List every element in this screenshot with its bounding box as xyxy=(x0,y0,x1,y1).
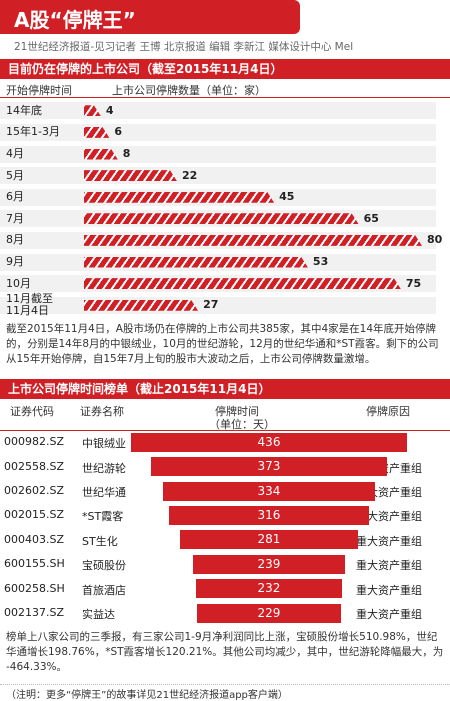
col-name-header: 证券名称 xyxy=(80,405,124,418)
cell-reason: 重大资产重组 xyxy=(356,559,422,573)
title-banner: A股“停牌王” xyxy=(0,0,300,34)
bar xyxy=(84,257,308,268)
cell-name: 中银绒业 xyxy=(82,437,126,451)
funnel-value-label: 239 xyxy=(257,556,281,571)
chart1-ylabel: 开始停牌时间 xyxy=(6,84,72,97)
paragraph-intro: 截至2015年11月4日，A股市场仍在停牌的上市公司共385家，其中4家是在14… xyxy=(6,323,439,365)
bar-value-label: 6 xyxy=(114,125,122,139)
cell-code: 000982.SZ xyxy=(4,435,65,449)
cell-name: 实益达 xyxy=(82,608,115,621)
category-label: 10月 xyxy=(6,276,31,290)
bar xyxy=(84,149,118,160)
cell-reason: 重大资产重组 xyxy=(356,510,422,524)
bar xyxy=(84,170,177,181)
cell-code: 002558.SZ xyxy=(4,459,65,473)
section2-title: 上市公司停牌时间榜单（截止2015年11月4日） xyxy=(8,382,271,396)
category-label: 6月 xyxy=(6,190,24,204)
category-label: 5月 xyxy=(6,168,24,182)
funnel-value-label: 436 xyxy=(257,434,281,449)
divider xyxy=(0,684,450,685)
category-label: 14年底 xyxy=(6,103,42,117)
cell-reason: 重大资产重组 xyxy=(356,608,422,621)
bar-row-bg xyxy=(0,123,436,141)
bar-row-bg xyxy=(0,167,436,185)
col-days-unit: （单位：天） xyxy=(209,418,275,431)
col-days-header: 停牌时间 xyxy=(215,405,259,418)
bar-value-label: 45 xyxy=(279,190,295,204)
funnel-bar xyxy=(131,432,407,452)
table-header-rule xyxy=(0,430,450,431)
cell-reason: 重大资产重组 xyxy=(356,583,422,597)
funnel-value-label: 334 xyxy=(257,483,281,498)
funnel-bar xyxy=(163,481,375,501)
funnel-bar xyxy=(196,603,342,623)
bar-value-label: 80 xyxy=(427,233,443,247)
funnel-bar xyxy=(180,530,358,550)
chart1-xlabel: 上市公司停牌数量（单位：家） xyxy=(112,84,266,97)
col-reason-header: 停牌原因 xyxy=(366,405,410,418)
chart1-header-rule xyxy=(0,97,450,98)
cell-code: 600155.SH xyxy=(4,557,65,571)
funnel-value-label: 316 xyxy=(257,507,281,522)
bar-row-bg xyxy=(0,102,436,120)
bar xyxy=(84,192,274,203)
cell-name: 世纪游轮 xyxy=(82,461,126,475)
category-label: 15年1-3月 xyxy=(6,125,60,139)
bar-value-label: 53 xyxy=(312,255,329,268)
footer-note: （注明：更多“停牌王”的故事详见21世纪经济报道app客户端） xyxy=(6,690,288,701)
section2-header: 上市公司停牌时间榜单（截止2015年11月4日） xyxy=(0,379,450,399)
category-label: 9月 xyxy=(6,255,24,268)
byline: 21世纪经济报道-见习记者 王博 北京报道 编辑 李新江 媒体设计中心 Mel xyxy=(14,41,354,53)
cell-name: 宝硕股份 xyxy=(82,559,126,573)
bar xyxy=(84,278,401,289)
funnel-bar xyxy=(195,579,343,599)
cell-code: 002602.SZ xyxy=(4,484,65,497)
category-label: 11月截至 xyxy=(6,292,53,306)
category-label: 4月 xyxy=(6,147,24,160)
col-code-header: 证券代码 xyxy=(10,405,54,418)
cell-name: *ST霞客 xyxy=(82,510,124,524)
cell-code: 002137.SZ xyxy=(4,606,65,619)
cell-name: 首旅酒店 xyxy=(82,583,126,597)
section1-header: 目前仍在停牌的上市公司（截至2015年11月4日） xyxy=(0,59,450,79)
funnel-value-label: 281 xyxy=(257,532,281,547)
category-label: 7月 xyxy=(6,211,24,225)
funnel-value-label: 373 xyxy=(257,459,281,474)
bar-value-label: 65 xyxy=(363,211,379,225)
cell-name: 世纪华通 xyxy=(82,486,126,499)
bar-value-label: 27 xyxy=(203,298,219,312)
page-title: A股“停牌王” xyxy=(14,8,136,32)
bar-value-label: 8 xyxy=(122,147,131,160)
cell-reason: 重大资产重组 xyxy=(356,534,422,548)
bar xyxy=(84,235,422,246)
bar-value-label: 75 xyxy=(405,276,422,290)
bar xyxy=(84,300,198,311)
bar xyxy=(84,213,359,224)
bar-row-bg xyxy=(0,145,436,163)
cell-code: 002015.SZ xyxy=(4,508,65,522)
section1-title: 目前仍在停牌的上市公司（截至2015年11月4日） xyxy=(8,62,283,76)
funnel-bar xyxy=(150,457,388,477)
funnel-bar xyxy=(168,505,369,525)
bar-value-label: 22 xyxy=(181,168,198,182)
funnel-value-label: 232 xyxy=(257,581,281,596)
funnel-bar xyxy=(193,554,345,574)
bar xyxy=(84,127,109,138)
paragraph-summary: 榜单上八家公司的三季报，有三家公司1-9月净利润同比上涨，宝硕股份增长510.9… xyxy=(6,631,444,673)
funnel-value-label: 229 xyxy=(257,605,281,620)
category-label: 11月4日 xyxy=(6,304,49,318)
cell-code: 600258.SH xyxy=(4,581,65,595)
bar-value-label: 4 xyxy=(105,103,114,117)
category-label: 8月 xyxy=(6,233,24,247)
bar xyxy=(84,105,101,116)
cell-code: 000403.SZ xyxy=(4,532,65,546)
cell-name: ST生化 xyxy=(82,534,118,548)
